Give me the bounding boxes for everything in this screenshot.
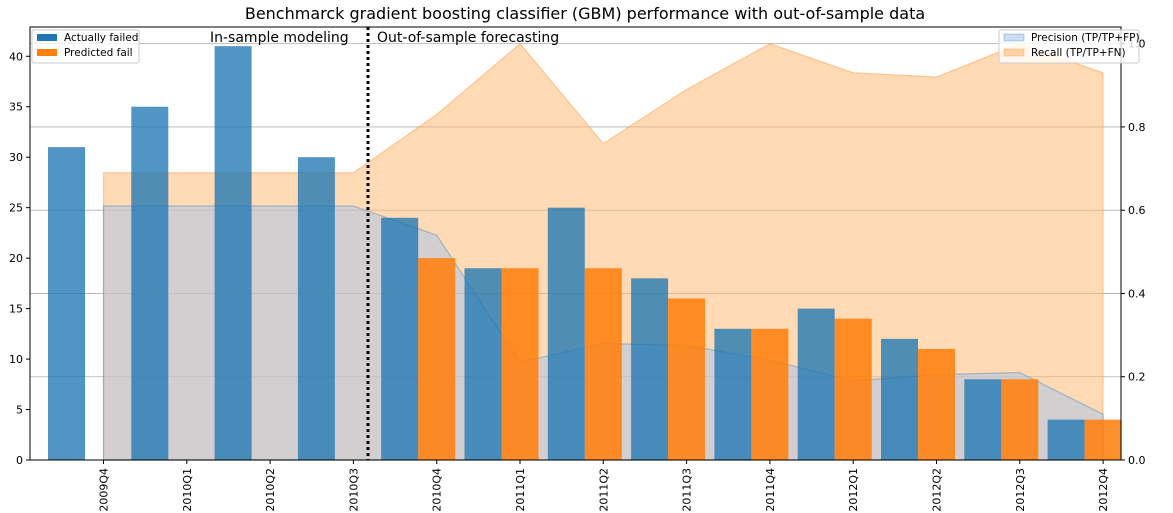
y-tick-label-20: 20 <box>9 252 23 265</box>
bar-predicted-fail-2012q2 <box>918 348 955 460</box>
bar-actually-failed-2010q3 <box>297 157 335 460</box>
bar-actually-failed-2012q1 <box>797 308 835 460</box>
bar-predicted-fail-2012q3 <box>1001 379 1039 460</box>
x-tick-label-2012q1: 2012Q1 <box>847 468 860 512</box>
x-tick-label-2011q4: 2011Q4 <box>764 468 777 512</box>
x-tick-label-2011q2: 2011Q2 <box>597 468 610 512</box>
bar-predicted-fail-2012q4 <box>1084 419 1122 460</box>
x-tick-label-2012q2: 2012Q2 <box>931 468 944 512</box>
legend-left-box <box>31 29 140 64</box>
legend-label-actually-failed: Actually failed <box>64 32 138 44</box>
legend-swatch-predicted-fail <box>37 49 57 56</box>
legend-right-box <box>998 29 1140 64</box>
y2-tick-label-0-0: 0.0 <box>1128 454 1146 467</box>
out-of-sample-annotation: Out-of-sample forecasting <box>377 30 559 46</box>
bar-predicted-fail-2010q4 <box>418 258 456 460</box>
bar-actually-failed-2010q4 <box>381 217 419 460</box>
x-tick-label-2010q2: 2010Q2 <box>264 468 277 512</box>
legend-swatch-actually-failed <box>37 34 57 41</box>
axes: 05101520253035400.00.20.40.60.81.02009Q4… <box>9 38 1146 512</box>
bar-actually-failed-2012q3 <box>964 379 1002 460</box>
bar-actually-failed-2012q2 <box>881 338 918 460</box>
x-tick-label-2010q4: 2010Q4 <box>431 468 444 512</box>
x-tick-label-2012q3: 2012Q3 <box>1014 468 1027 512</box>
bar-predicted-fail-2011q1 <box>501 268 539 460</box>
x-tick-label-2010q1: 2010Q1 <box>181 468 194 512</box>
y-tick-label-10: 10 <box>9 353 23 366</box>
y-tick-label-30: 30 <box>9 151 23 164</box>
legend-swatch-recall <box>1003 48 1025 57</box>
bar-actually-failed-2011q1 <box>464 268 502 460</box>
bar-actually-failed-2010q1 <box>131 106 169 460</box>
legend-label-predicted-fail: Predicted fail <box>64 47 133 59</box>
bar-actually-failed-2011q2 <box>547 207 585 460</box>
x-tick-label-2011q1: 2011Q1 <box>514 468 527 512</box>
legend-swatch-precision <box>1003 33 1025 42</box>
legend-label-precision: Precision (TP/TP+FP) <box>1031 32 1140 44</box>
bar-predicted-fail-2012q1 <box>834 318 872 460</box>
y-tick-label-35: 35 <box>9 101 23 114</box>
bar-predicted-fail-2011q4 <box>751 328 789 460</box>
y2-tick-label-0-4: 0.4 <box>1128 287 1146 300</box>
bar-actually-failed-2011q3 <box>631 278 669 460</box>
x-tick-label-2011q3: 2011Q3 <box>681 468 694 512</box>
y-tick-label-0: 0 <box>16 454 23 467</box>
bar-actually-failed-2011q4 <box>714 328 752 460</box>
legend-left[interactable]: Actually failed Predicted fail <box>31 29 140 64</box>
y-tick-label-25: 25 <box>9 202 23 215</box>
bar-actually-failed-2012q4 <box>1047 419 1085 460</box>
bar-predicted-fail-2011q3 <box>668 298 706 460</box>
y2-tick-label-0-2: 0.2 <box>1128 371 1146 384</box>
bar-actually-failed-2009q4 <box>48 147 85 460</box>
y-tick-label-40: 40 <box>9 50 23 63</box>
in-sample-annotation: In-sample modeling <box>210 30 349 46</box>
y2-tick-label-0-8: 0.8 <box>1128 121 1146 134</box>
y-tick-label-5: 5 <box>16 404 23 417</box>
bars <box>48 46 1122 460</box>
y-tick-label-15: 15 <box>9 303 23 316</box>
chart-title: Benchmarck gradient boosting classifier … <box>245 4 925 23</box>
legend-label-recall: Recall (TP/TP+FN) <box>1031 47 1126 59</box>
x-tick-label-2009q4: 2009Q4 <box>98 468 111 512</box>
plot-frame <box>29 26 1122 461</box>
x-tick-label-2012q4: 2012Q4 <box>1097 468 1110 512</box>
bar-actually-failed-2010q2 <box>214 46 252 460</box>
y2-tick-label-0-6: 0.6 <box>1128 204 1146 217</box>
bar-predicted-fail-2011q2 <box>584 268 622 460</box>
x-tick-label-2010q3: 2010Q3 <box>347 468 360 512</box>
legend-right[interactable]: Precision (TP/TP+FP) Recall (TP/TP+FN) <box>998 29 1140 64</box>
